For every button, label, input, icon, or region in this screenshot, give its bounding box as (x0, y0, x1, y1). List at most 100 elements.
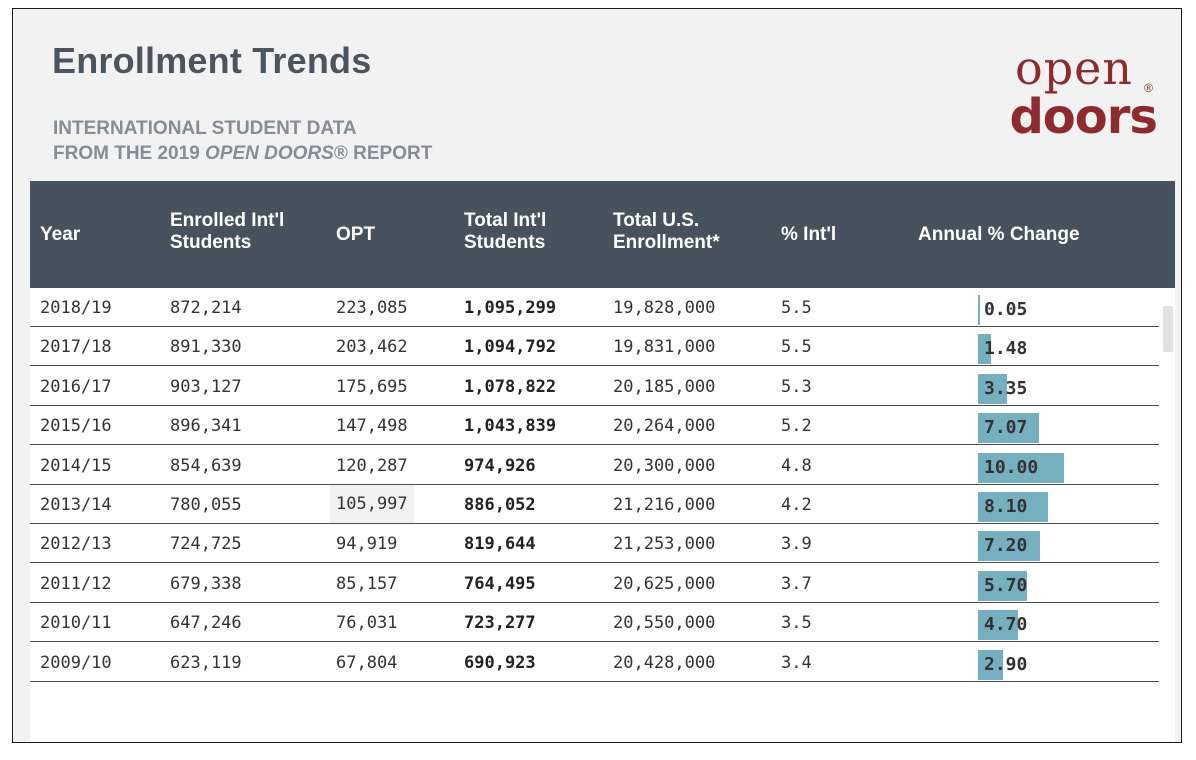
year-cell: 2015/16 (40, 416, 112, 437)
subtitle-report-name: OPEN DOORS (205, 143, 334, 164)
annual-change-bar (978, 570, 1028, 601)
total-intl-cell: 1,043,839 (464, 416, 557, 437)
column-header-total-intl: Total Int'l Students (464, 210, 546, 254)
enrolled-cell: 724,725 (170, 534, 242, 555)
annual-change-value: 10.00 (984, 456, 1039, 478)
year-cell: 2009/10 (40, 652, 112, 673)
annual-change-value: 7.20 (984, 535, 1028, 557)
table-row: 2016/17 903,127 175,695 1,078,822 20,185,000… (30, 366, 1175, 406)
column-header-line-1: Total Int'l (464, 210, 547, 231)
pct-intl-cell: 5.5 (781, 337, 812, 358)
column-header-year: Year (40, 224, 81, 245)
scrollbar[interactable] (1159, 288, 1175, 742)
column-header-total-us: Total U.S. Enrollment* (613, 210, 720, 254)
enrolled-cell: 896,341 (170, 416, 242, 437)
total-us-cell: 20,264,000 (613, 416, 716, 437)
pct-intl-cell: 4.8 (781, 455, 812, 476)
pct-intl-cell: 5.2 (781, 416, 812, 437)
opt-cell: 67,804 (336, 652, 398, 673)
table-header: Year Enrolled Int'l Students OPT Total Int'l… (30, 181, 1175, 288)
column-header-annual-change: Annual % Change (918, 224, 1080, 245)
annual-change-value: 4.70 (984, 614, 1028, 636)
enrolled-cell: 647,246 (170, 613, 242, 634)
total-us-cell: 19,831,000 (613, 337, 716, 358)
opt-cell: 175,695 (336, 376, 408, 397)
column-header-line-1: Total U.S. (613, 210, 700, 231)
total-us-cell: 20,550,000 (613, 613, 716, 634)
subtitle-suffix: ® REPORT (333, 143, 433, 164)
enrolled-cell: 903,127 (170, 376, 242, 397)
annual-change-bar (978, 452, 1064, 483)
pct-intl-cell: 4.2 (781, 495, 812, 515)
opt-cell: 85,157 (336, 573, 398, 594)
annual-change-value: 7.07 (984, 417, 1028, 439)
scrollbar-thumb[interactable] (1163, 306, 1173, 352)
annual-change-bar (978, 373, 1007, 404)
year-cell: 2013/14 (40, 495, 112, 515)
table-row: 2009/10 623,119 67,804 690,923 20,428,000 3.4… (30, 642, 1175, 682)
enrolled-cell: 623,119 (170, 652, 242, 673)
column-header-pct-intl: % Int'l (781, 224, 837, 245)
total-intl-cell: 974,926 (464, 455, 536, 476)
subtitle-line-1: INTERNATIONAL STUDENT DATA (53, 118, 357, 139)
pct-intl-cell: 5.3 (781, 376, 812, 397)
table-row: 2012/13 724,725 94,919 819,644 21,253,000 3.9… (30, 524, 1175, 564)
enrolled-cell: 854,639 (170, 455, 242, 476)
enrollment-table: Year Enrolled Int'l Students OPT Total Int'l… (30, 181, 1175, 742)
total-intl-cell: 690,923 (464, 652, 536, 673)
year-cell: 2011/12 (40, 573, 112, 594)
pct-intl-cell: 5.5 (781, 298, 812, 318)
logo-word-open: open (1015, 41, 1133, 95)
year-cell: 2018/19 (40, 298, 112, 318)
total-intl-cell: 723,277 (464, 613, 536, 634)
table-row: 2014/15 854,639 120,287 974,926 20,300,000 4.… (30, 445, 1175, 485)
annual-change-value: 8.10 (984, 496, 1028, 517)
annual-change-value: 2.90 (984, 653, 1028, 675)
opt-cell: 120,287 (336, 455, 408, 476)
opt-cell: 76,031 (336, 613, 398, 634)
total-intl-cell: 764,495 (464, 573, 536, 594)
opt-cell: 203,462 (336, 337, 408, 358)
annual-change-value: 0.05 (984, 299, 1028, 320)
total-us-cell: 20,428,000 (613, 652, 716, 673)
subtitle: INTERNATIONAL STUDENT DATA FROM THE 2019… (53, 116, 432, 166)
column-header-line-2: Students (170, 232, 252, 253)
table-row: 2017/18 891,330 203,462 1,094,792 19,831,000… (30, 327, 1175, 367)
annual-change-bar (978, 649, 1003, 680)
column-header-line-2: Enrollment* (613, 232, 720, 253)
logo-word-doors: doors (1009, 89, 1158, 145)
table-row: 2013/14 780,055 105,997 886,052 21,216,000 4.… (30, 485, 1175, 524)
annual-change-value: 1.48 (984, 338, 1028, 360)
year-cell: 2016/17 (40, 376, 112, 397)
total-us-cell: 20,300,000 (613, 455, 716, 476)
total-us-cell: 21,253,000 (613, 534, 716, 555)
column-header-enrolled: Enrolled Int'l Students (170, 210, 284, 254)
pct-intl-cell: 3.9 (781, 534, 812, 555)
open-doors-logo: open ® doors (989, 41, 1159, 157)
annual-change-bar (978, 334, 991, 365)
subtitle-line-2: FROM THE 2019 OPEN DOORS® REPORT (53, 141, 432, 166)
table-row: 2015/16 896,341 147,498 1,043,839 20,264,000… (30, 406, 1175, 446)
year-cell: 2017/18 (40, 337, 112, 358)
logo-registered-mark: ® (1144, 81, 1153, 95)
year-cell: 2014/15 (40, 455, 112, 476)
subtitle-prefix: FROM THE 2019 (53, 143, 206, 164)
annual-change-bar (978, 295, 980, 325)
total-us-cell: 21,216,000 (613, 495, 716, 515)
total-intl-cell: 1,095,299 (464, 298, 557, 318)
table-row: 2011/12 679,338 85,157 764,495 20,625,000 3.7… (30, 563, 1175, 603)
pct-intl-cell: 3.7 (781, 573, 812, 594)
column-header-line-1: Enrolled Int'l (170, 210, 285, 231)
column-header-opt: OPT (336, 224, 376, 245)
column-header-line-2: Students (464, 232, 546, 253)
page-title: Enrollment Trends (52, 40, 372, 81)
total-intl-cell: 1,078,822 (464, 376, 557, 397)
pct-intl-cell: 3.4 (781, 652, 812, 673)
enrolled-cell: 872,214 (170, 298, 242, 318)
table-row: 2018/19 872,214 223,085 1,095,299 19,828,000… (30, 288, 1175, 327)
total-intl-cell: 819,644 (464, 534, 536, 555)
year-cell: 2012/13 (40, 534, 112, 555)
pct-intl-cell: 3.5 (781, 613, 812, 634)
opt-cell: 223,085 (336, 298, 408, 318)
annual-change-value: 3.35 (984, 377, 1028, 399)
